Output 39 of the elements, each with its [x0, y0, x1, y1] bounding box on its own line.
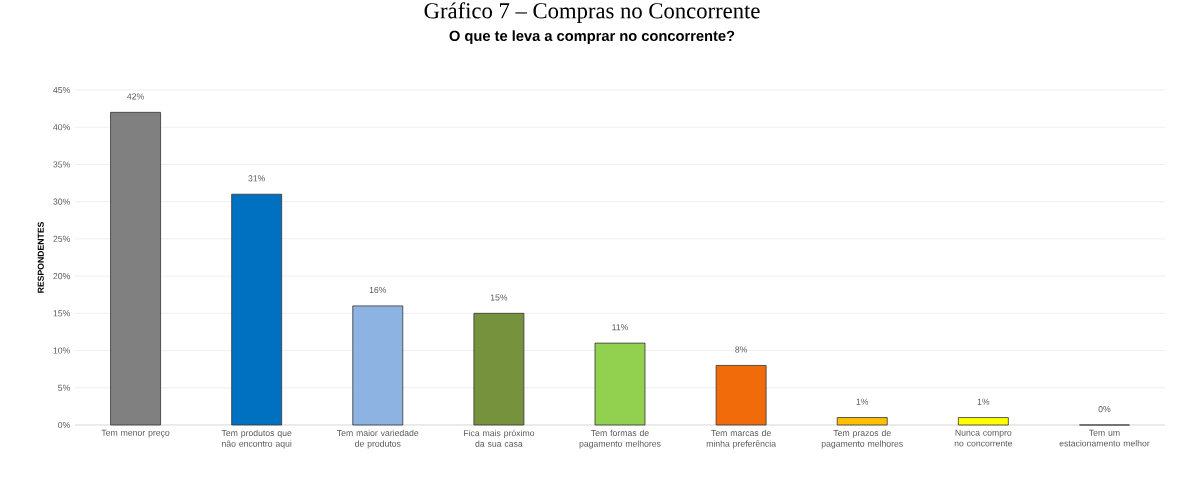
data-label: 8% — [735, 346, 748, 353]
data-label: 1% — [977, 398, 990, 405]
data-label: 15% — [490, 294, 508, 301]
y-tick-label: 25% — [53, 235, 70, 242]
y-tick-label: 15% — [53, 310, 70, 317]
y-tick-label: 40% — [53, 124, 70, 131]
bar — [352, 305, 404, 426]
y-tick-label: 0% — [58, 421, 70, 429]
data-label: 1% — [856, 398, 869, 405]
data-label: 16% — [369, 286, 387, 294]
data-label: 31% — [248, 175, 266, 182]
x-tick-label: Nunca compro no concorrente — [954, 429, 1013, 447]
y-axis-title: RESPONDENTES — [37, 221, 44, 293]
chart-subtitle: O que te leva a comprar no concorrente? — [449, 30, 735, 44]
y-tick-label: 5% — [58, 384, 70, 391]
bar — [715, 365, 767, 426]
y-tick-label: 20% — [53, 273, 70, 280]
x-tick-label: Tem maior variedade de produtos — [337, 429, 419, 449]
y-tick-label: 35% — [53, 161, 70, 168]
y-tick-label: 10% — [53, 347, 70, 354]
bar — [231, 193, 283, 426]
x-tick-label: Tem um estacionamento melhor — [1059, 429, 1150, 447]
data-label: 11% — [612, 324, 629, 331]
x-tick-label: Tem produtos que não encontro aqui — [221, 429, 292, 449]
x-tick-label: Tem formas de pagamento melhores — [579, 429, 661, 449]
bar — [836, 417, 888, 426]
chart-title: Gráfico 7 – Compras no Concorrente — [424, 2, 760, 24]
x-tick-label: Tem prazos de pagamento melhores — [821, 429, 903, 449]
x-tick-label: Tem menor preço — [101, 429, 170, 438]
bar — [594, 342, 646, 426]
bar — [110, 111, 161, 426]
x-tick-label: Tem marcas de minha preferência — [706, 429, 777, 449]
x-tick-label: Fica mais próximo da sua casa — [463, 429, 535, 447]
bar — [957, 417, 1009, 426]
y-tick-label: 45% — [53, 86, 70, 94]
y-tick-label: 30% — [53, 198, 70, 205]
data-label: 0% — [1098, 406, 1111, 413]
data-label: 42% — [127, 93, 144, 100]
bar — [473, 312, 525, 426]
